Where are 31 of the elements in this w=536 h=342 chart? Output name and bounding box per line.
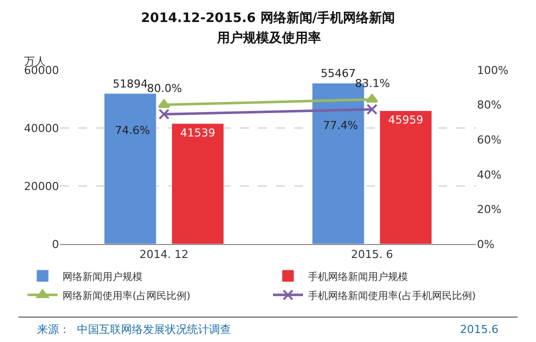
data-label: 77.4% xyxy=(323,119,358,132)
data-label: 74.6% xyxy=(115,124,150,137)
text: 2015.6 xyxy=(460,323,498,336)
bar xyxy=(380,110,432,244)
data-label: 45959 xyxy=(388,114,424,127)
data-label: 51894 xyxy=(112,78,148,91)
legend-label: 手机网络新闻使用率(占手机网民比例) xyxy=(308,290,476,302)
y2-tick-label: 20% xyxy=(477,203,502,216)
y2-tick-label: 40% xyxy=(477,168,502,182)
source-note: 来源： 中国互联网络发展状况统计调查 xyxy=(37,323,231,336)
bar xyxy=(104,93,156,244)
data-label: 83.1% xyxy=(355,77,390,90)
legend-label: 手机网络新闻用户规模 xyxy=(308,270,408,283)
y2-tick-label: 0% xyxy=(477,238,494,251)
x-tick-label: 2014. 12 xyxy=(140,248,188,262)
y2-tick-label: 60% xyxy=(477,133,502,146)
y2-tick-label: 100% xyxy=(477,64,508,77)
data-label: 55467 xyxy=(320,67,356,80)
y2-tick-label: 80% xyxy=(477,98,502,112)
bar xyxy=(172,123,224,244)
x-tick-label: 2015. 6 xyxy=(351,248,393,262)
legend-label: 网络新闻使用率(占网民比例) xyxy=(62,290,190,302)
chart-subtitle: 用户规模及使用率 xyxy=(216,30,321,46)
y-tick-label: 40000 xyxy=(24,122,59,135)
data-label: 80.0% xyxy=(147,82,182,95)
y-axis-title: 万人 xyxy=(24,55,46,68)
chart-title: 2014.12-2015.6 网络新闻/手机网络新闻 xyxy=(141,10,396,26)
data-label: 41539 xyxy=(180,126,216,140)
y-tick-label: 0 xyxy=(52,238,59,251)
legend-label: 网络新闻用户规模 xyxy=(62,270,143,283)
y-tick-label: 20000 xyxy=(24,180,59,193)
